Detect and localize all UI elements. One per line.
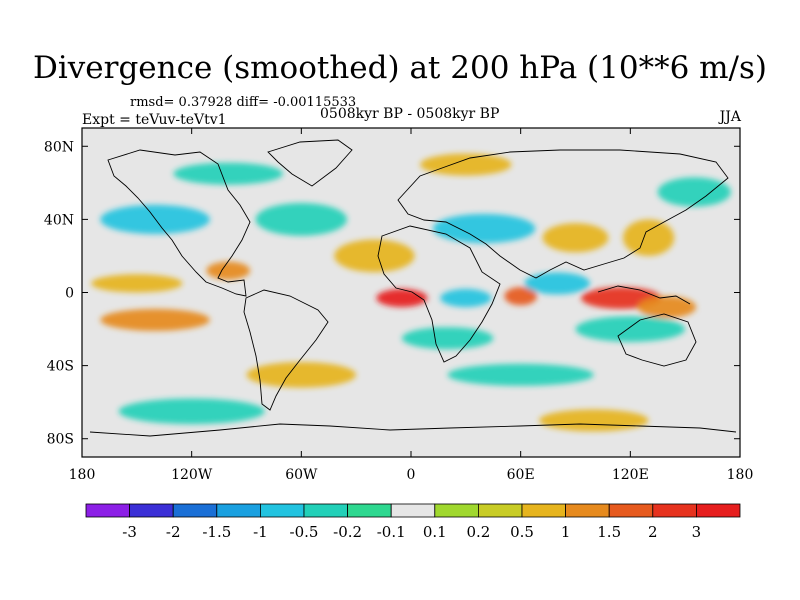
- field-blob-22: [539, 409, 649, 432]
- period-label: 0508kyr BP - 0508kyr BP: [320, 106, 500, 122]
- field-blob-1: [376, 288, 428, 308]
- axis-ticks: 180 120W 60W 0 60E 120E 180 80N 40N 0 40S 80S: [44, 128, 753, 483]
- colorbar-swatch: [521, 503, 566, 518]
- stats-label: rmsd= 0.37928 diff= -0.00115533: [130, 95, 357, 110]
- field-blob-17: [401, 327, 494, 350]
- colorbar-label: -1: [253, 523, 268, 541]
- field-blob-21: [118, 398, 265, 425]
- colorbar-label: -2: [166, 523, 181, 541]
- colorbar-label: 1.5: [597, 523, 621, 541]
- lat-tick-label: 80S: [47, 432, 74, 448]
- experiment-label: Expt = teVuv-teVtv1: [82, 112, 227, 128]
- lat-tick-label: 40S: [47, 359, 74, 375]
- field-blob-10: [432, 213, 536, 244]
- coastline-africa: [377, 225, 501, 363]
- coastline-antarctica: [89, 423, 737, 437]
- field-blob-13: [657, 177, 731, 207]
- colorbar-label: 1: [561, 523, 571, 541]
- divergence-field: [91, 153, 731, 432]
- field-blob-19: [246, 362, 357, 388]
- field-blob-7: [91, 274, 183, 293]
- coastline-maritime-continent: [597, 285, 691, 305]
- lat-tick-label: 0: [65, 286, 74, 302]
- map-title: Divergence (smoothed) at 200 hPa (10**6 …: [33, 50, 767, 86]
- field-blob-5: [637, 296, 697, 319]
- coastlines: [89, 139, 737, 437]
- field-blob-6: [206, 261, 251, 280]
- lat-tick-label: 40N: [44, 212, 74, 228]
- field-blob-8: [100, 308, 210, 331]
- field-blob-12: [623, 219, 675, 256]
- coastline-eurasia: [397, 149, 729, 279]
- colorbar-label: 0.5: [510, 523, 534, 541]
- colorbar-swatch: [259, 503, 305, 518]
- colorbar-label: 3: [692, 523, 702, 541]
- colorbar-label: 0.2: [466, 523, 490, 541]
- colorbar-label: -0.1: [377, 523, 406, 541]
- field-blob-18: [575, 316, 686, 342]
- colorbar-label: 2: [648, 523, 658, 541]
- colorbar-swatch: [303, 503, 348, 518]
- field-blob-16: [524, 272, 591, 295]
- colorbar-swatch: [434, 503, 479, 518]
- colorbar-swatch: [608, 503, 654, 518]
- colorbar-label: -0.2: [333, 523, 362, 541]
- colorbar-swatch: [216, 503, 261, 518]
- colorbar-swatch: [129, 503, 174, 518]
- colorbar-swatch: [85, 503, 130, 518]
- colorbar-label: -3: [122, 523, 137, 541]
- lon-tick-label: 180: [69, 467, 96, 483]
- colorbar-swatch: [347, 503, 392, 518]
- coastline-greenland: [267, 139, 353, 187]
- colorbar-swatch: [696, 503, 741, 518]
- lon-tick-label: 120E: [612, 467, 649, 483]
- field-blob-15: [255, 203, 347, 236]
- field-blob-20: [447, 363, 594, 386]
- field-blob-24: [173, 162, 283, 185]
- field-blob-2: [440, 288, 492, 308]
- colorbar-swatch: [390, 503, 436, 518]
- field-blob-3: [504, 287, 538, 306]
- coastline-australia: [617, 313, 697, 367]
- lon-tick-label: 60W: [285, 467, 318, 483]
- season-label: JJA: [719, 109, 741, 125]
- lon-tick-label: 120W: [171, 467, 213, 483]
- colorbar-swatch: [477, 503, 523, 518]
- colorbar-swatch: [172, 503, 218, 518]
- field-blob-9: [334, 239, 415, 273]
- colorbar: -3 -2 -1.5 -1 -0.5 -0.2 -0.1 0.1 0.2 0.5 1 1.5 2 3: [85, 503, 741, 541]
- colorbar-swatch: [565, 503, 610, 518]
- lat-tick-label: 80N: [44, 139, 74, 155]
- lon-tick-label: 180: [727, 467, 754, 483]
- lon-tick-label: 60E: [507, 467, 535, 483]
- coastline-north-america: [107, 149, 251, 297]
- colorbar-label: 0.1: [423, 523, 447, 541]
- field-blob-23: [420, 153, 512, 176]
- colorbar-label: -1.5: [202, 523, 231, 541]
- field-blob-11: [542, 223, 609, 253]
- colorbar-swatch: [652, 503, 697, 518]
- lon-tick-label: 0: [407, 467, 416, 483]
- coastline-south-america: [243, 289, 329, 411]
- colorbar-label: -0.5: [290, 523, 319, 541]
